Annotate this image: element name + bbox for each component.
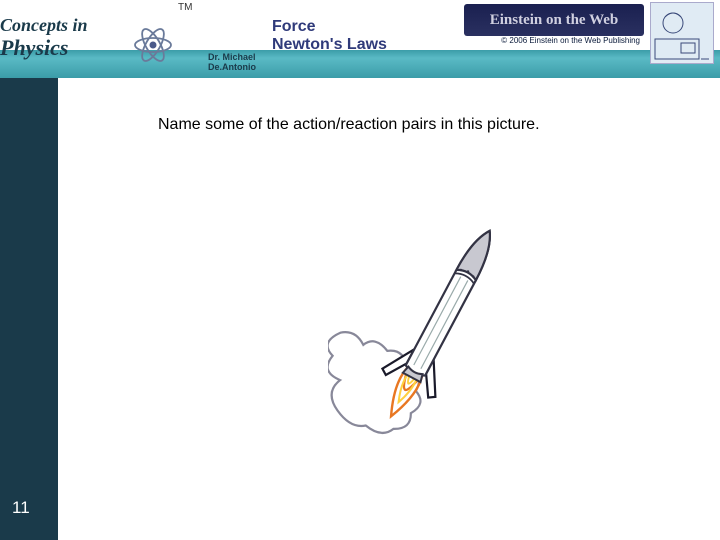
author: Dr. Michael De.Antonio — [208, 53, 256, 73]
trademark: TM — [178, 2, 192, 13]
atom-icon — [130, 22, 176, 68]
question-text: Name some of the action/reaction pairs i… — [158, 116, 540, 134]
logo-text: Concepts in Physics — [0, 16, 88, 60]
einstein-logo-text: Einstein on the Web — [490, 12, 619, 29]
rocket-illustration — [328, 178, 548, 478]
title-line1: Force — [272, 18, 387, 36]
content-area: Name some of the action/reaction pairs i… — [58, 78, 720, 540]
sidebar — [0, 78, 58, 540]
header: Concepts in Physics TM Force Newton's La… — [0, 0, 720, 78]
author-line2: De.Antonio — [208, 63, 256, 73]
logo-line1: Concepts in — [0, 16, 88, 36]
einstein-drawing — [650, 2, 714, 64]
page-number: 11 — [12, 498, 30, 518]
logo-line2: Physics — [0, 36, 88, 60]
copyright-text: © 2006 Einstein on the Web Publishing — [501, 36, 640, 45]
einstein-logo: Einstein on the Web — [464, 4, 644, 36]
title-block: Force Newton's Laws — [272, 18, 387, 55]
title-line2: Newton's Laws — [272, 36, 387, 54]
